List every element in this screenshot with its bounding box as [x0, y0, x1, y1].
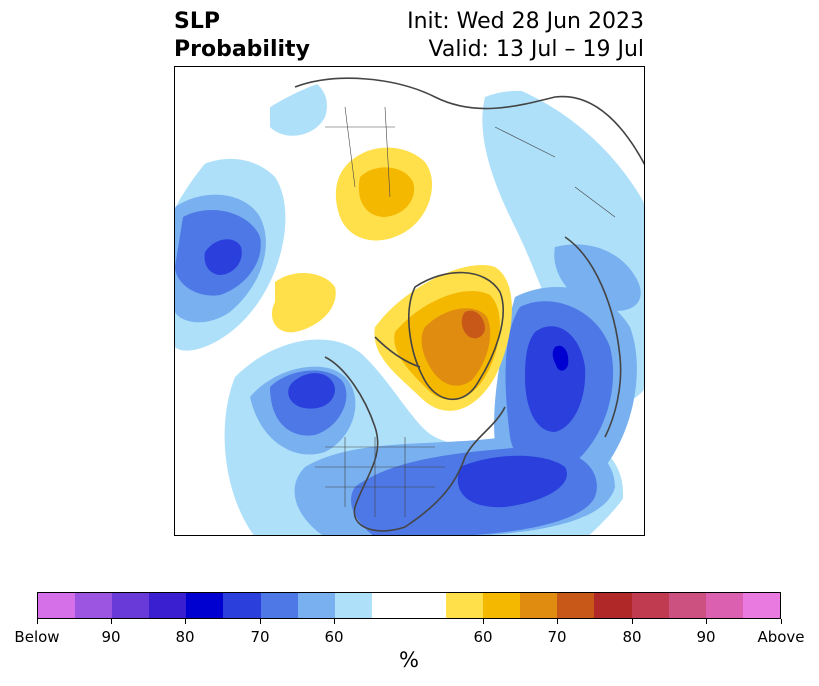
north-america-coast	[324, 356, 506, 532]
colorbar-segment	[483, 593, 521, 618]
colorbar-tick-label: 80	[175, 628, 195, 646]
colorbar-tick-mark	[706, 619, 707, 624]
colorbar-tick-label: 80	[622, 628, 642, 646]
colorbar	[37, 592, 781, 619]
map-panel	[174, 66, 645, 536]
colorbar-tick-mark	[632, 619, 633, 624]
colorbar-tick-label: 90	[696, 628, 716, 646]
above-75-greenland	[461, 310, 485, 339]
colorbar-tick-label: 90	[101, 628, 121, 646]
europe-coast	[564, 236, 622, 438]
title-quantity: Probability	[174, 37, 310, 62]
colorbar-segment	[223, 593, 261, 618]
colorbar-tick-mark	[781, 619, 782, 624]
colorbar-unit: %	[399, 648, 419, 672]
above-65-north	[358, 167, 415, 217]
below-75-atlantic	[525, 326, 586, 432]
country-borders	[325, 106, 616, 218]
colorbar-segment	[186, 593, 224, 618]
below-75-namerica	[288, 373, 335, 409]
chart-title: SLP Probability	[174, 8, 310, 64]
colorbar-segment	[742, 593, 780, 618]
colorbar-tick-label: Below	[14, 628, 60, 646]
colorbar-tick-mark	[37, 619, 38, 624]
chart-dates: Init: Wed 28 Jun 2023 Valid: 13 Jul – 19…	[407, 8, 644, 64]
colorbar-segment	[557, 593, 595, 618]
colorbar-tick-mark	[260, 619, 261, 624]
colorbar-tick-label: 70	[250, 628, 270, 646]
colorbar-segment	[297, 593, 335, 618]
colorbar-tick-mark	[185, 619, 186, 624]
borders	[315, 106, 616, 517]
colorbar-segment	[631, 593, 669, 618]
title-variable: SLP	[174, 9, 220, 34]
hudson-bay-coast	[374, 336, 421, 368]
greenland-coast	[408, 271, 504, 401]
colorbar-tick-label: 70	[547, 628, 567, 646]
valid-range: Valid: 13 Jul – 19 Jul	[428, 37, 644, 62]
eurasia-coast	[294, 77, 644, 166]
colorbar-segment	[594, 593, 632, 618]
below-75-pacific	[204, 239, 242, 275]
probability-map	[175, 74, 644, 535]
colorbar-segment	[668, 593, 706, 618]
colorbar-tick-mark	[557, 619, 558, 624]
colorbar-segment	[149, 593, 187, 618]
coastlines	[294, 77, 644, 532]
below-75-south	[457, 455, 567, 508]
colorbar-segment	[705, 593, 743, 618]
colorbar-segment	[371, 593, 409, 618]
colorbar-segment	[520, 593, 558, 618]
colorbar-segment	[260, 593, 298, 618]
colorbar-tick-label: 60	[324, 628, 344, 646]
colorbar-tick-mark	[111, 619, 112, 624]
us-state-borders	[315, 437, 445, 517]
colorbar-tick-label: Above	[757, 628, 805, 646]
below-80-atlantic	[552, 345, 569, 371]
colorbar-segment	[38, 593, 76, 618]
above-60-west	[271, 272, 336, 333]
colorbar-tick-mark	[334, 619, 335, 624]
colorbar-segment	[334, 593, 372, 618]
colorbar-segment	[75, 593, 113, 618]
init-date: Init: Wed 28 Jun 2023	[407, 9, 644, 34]
colorbar-tick-mark	[483, 619, 484, 624]
below-60-west	[270, 74, 327, 136]
probability-fields	[175, 74, 644, 535]
colorbar-segment	[446, 593, 484, 618]
colorbar-tick-label: 60	[473, 628, 493, 646]
colorbar-segment	[112, 593, 150, 618]
colorbar-segment	[408, 593, 447, 618]
